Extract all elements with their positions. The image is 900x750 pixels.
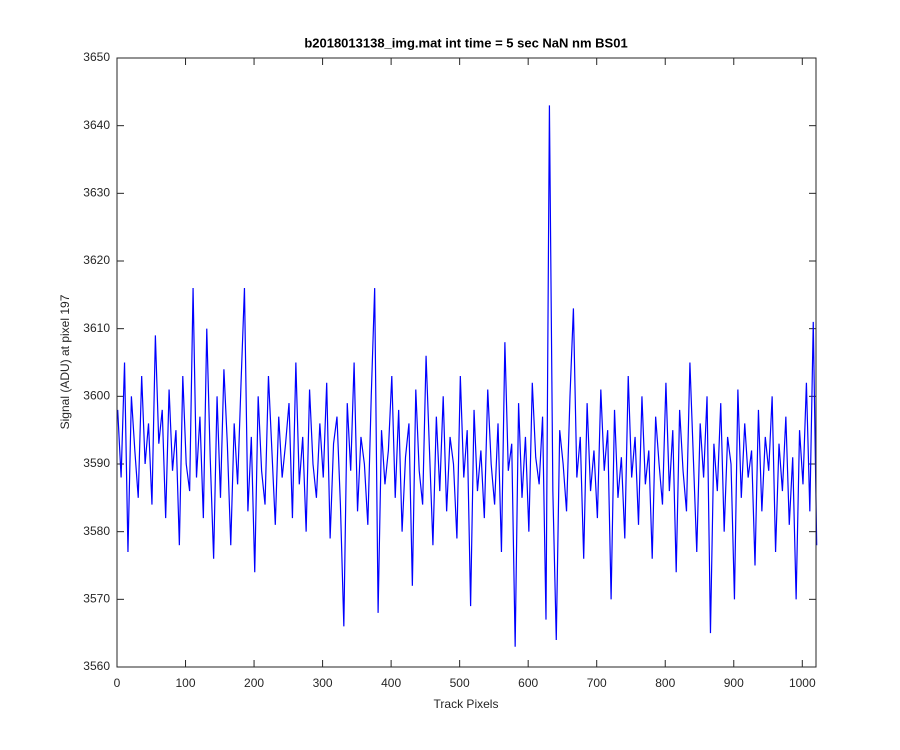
chart-title: b2018013138_img.mat int time = 5 sec NaN… (304, 35, 627, 50)
y-tick-label: 3570 (83, 592, 110, 606)
axes-box (116, 57, 817, 668)
data-line (117, 105, 818, 647)
y-tick-label: 3620 (83, 253, 110, 267)
x-tick-label: 700 (587, 676, 607, 690)
y-tick-label: 3630 (83, 186, 110, 200)
x-tick-label: 800 (655, 676, 675, 690)
x-tick-label: 600 (518, 676, 538, 690)
x-axis-label: Track Pixels (434, 697, 499, 711)
x-tick-label: 100 (176, 676, 196, 690)
x-tick-label: 900 (724, 676, 744, 690)
x-tick-label: 1000 (789, 676, 816, 690)
y-tick-label: 3610 (83, 321, 110, 335)
x-tick-label: 200 (244, 676, 264, 690)
x-tick-label: 400 (381, 676, 401, 690)
y-tick-label: 3580 (83, 524, 110, 538)
x-tick-label: 500 (450, 676, 470, 690)
y-tick-label: 3600 (83, 389, 110, 403)
y-axis-label: Signal (ADU) at pixel 197 (58, 294, 72, 429)
x-tick-label: 300 (313, 676, 333, 690)
x-tick-label: 0 (114, 676, 121, 690)
y-tick-label: 3590 (83, 456, 110, 470)
y-tick-label: 3640 (83, 118, 110, 132)
y-tick-label: 3650 (83, 50, 110, 64)
y-tick-label: 3560 (83, 659, 110, 673)
